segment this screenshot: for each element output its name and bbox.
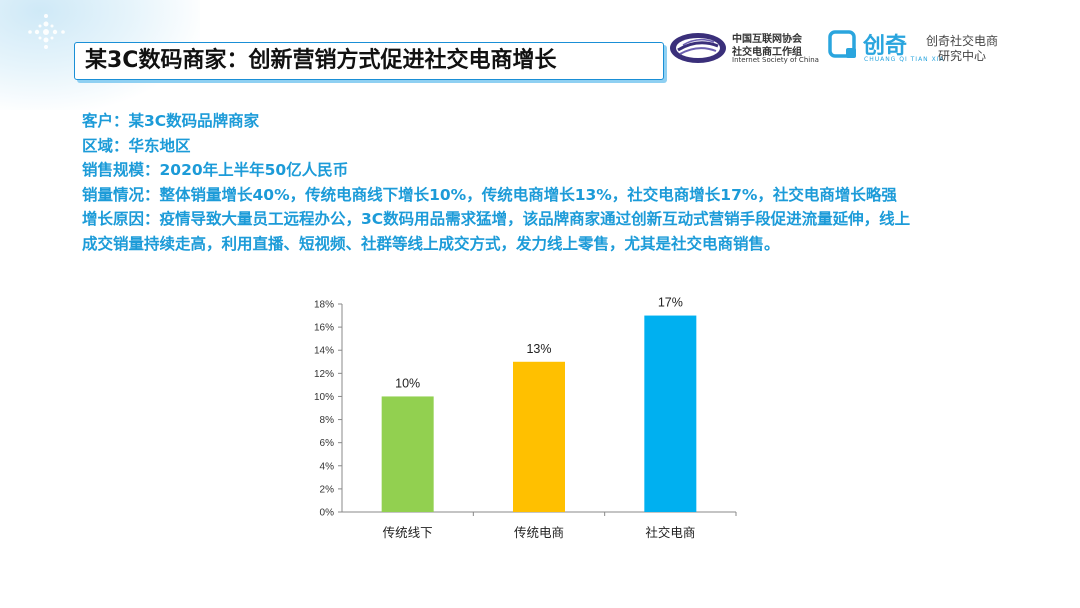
bar-value-label: 13% [526,342,551,356]
page-title-box: 某3C数码商家：创新营销方式促进社交电商增长 [74,42,664,80]
info-growth-reason-cont: 成交销量持续走高，利用直播、短视频、社群等线上成交方式，发力线上零售，尤其是社交… [82,234,780,253]
isc-name-cn-line1: 中国互联网协会 [732,34,802,45]
info-growth-reason: 增长原因：疫情导致大量员工远程办公，3C数码用品需求猛增，该品牌商家通过创新互动… [82,210,911,228]
info-region: 区域：华东地区 [82,136,191,155]
bar [381,396,434,512]
isc-name-cn-line2: 社交电商工作组 [732,47,802,58]
y-tick-label: 4% [320,461,335,472]
info-sales-situation: 销量情况：整体销量增长40%，传统电商线下增长10%，传统电商增长13%，社交电… [82,185,897,204]
isc-logo-icon [670,33,726,63]
y-tick-label: 6% [320,438,335,449]
y-tick-label: 2% [320,484,335,495]
y-tick-label: 12% [314,369,334,380]
y-tick-label: 10% [314,392,334,403]
x-category-label: 传统电商 [514,525,564,540]
isc-name-en: Internet Society of China [732,56,819,64]
x-category-label: 社交电商 [645,525,695,540]
y-tick-label: 18% [314,300,334,311]
x-category-label: 传统线下 [383,525,433,540]
bar [644,315,697,512]
chuangqi-logo-icon [828,30,856,58]
info-sales-scale: 销售规模：2020年上半年50亿人民币 [82,161,349,179]
bar-value-label: 17% [658,296,683,310]
sparkle-decoration [28,14,65,49]
y-tick-label: 16% [314,323,334,334]
y-tick-label: 0% [320,508,335,519]
bar-value-label: 10% [395,376,420,390]
merchant-info: 客户：某3C数码品牌商家 区域：华东地区 销售规模：2020年上半年50亿人民币… [82,109,1057,256]
page-title: 某3C数码商家：创新营销方式促进社交电商增长 [85,48,557,73]
chuangqi-name-line1: 创奇社交电商 [926,34,999,48]
info-client: 客户：某3C数码品牌商家 [82,112,260,130]
growth-bar-chart: 0% 2% 4% 6% 8% 10% 12% 14% 16% 18% 10% 传统线下 13% 传统电商 1… [314,296,737,540]
chuangqi-pinyin: CHUANG QI TIAN XIA [864,56,945,63]
bar [513,361,565,512]
y-tick-label: 14% [314,346,334,357]
y-tick-label: 8% [320,415,335,426]
chuangqi-name-line2: 研究中心 [938,49,987,63]
chuangqi-brand: 创奇 [863,34,908,59]
